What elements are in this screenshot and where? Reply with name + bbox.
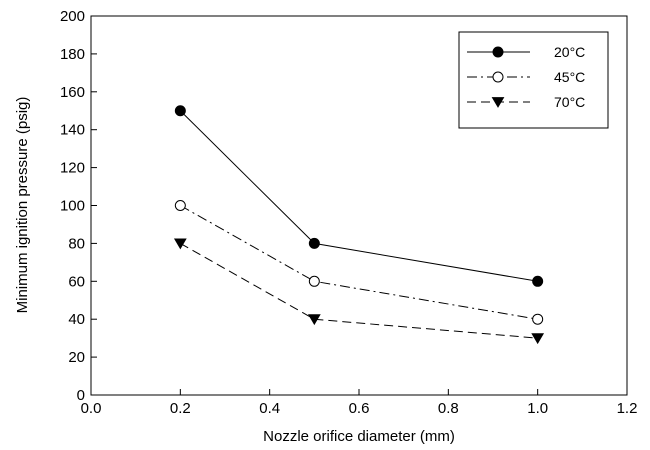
x-tick-label: 0.0 bbox=[81, 400, 102, 417]
legend-label: 20°C bbox=[554, 44, 585, 60]
series-line bbox=[180, 242, 538, 339]
y-axis: 0 20 40 60 80 100 120 140 160 180 200 bbox=[60, 8, 97, 404]
data-point bbox=[174, 200, 186, 211]
y-tick-label: 120 bbox=[60, 160, 85, 177]
legend-marker bbox=[492, 71, 504, 83]
y-tick-label: 60 bbox=[68, 273, 85, 290]
data-point bbox=[308, 275, 320, 287]
data-point bbox=[532, 313, 544, 325]
data-point bbox=[174, 105, 186, 117]
series-line bbox=[179, 110, 538, 282]
data-point bbox=[173, 238, 187, 250]
legend-item: 70°C bbox=[467, 94, 585, 110]
x-tick-label: 1.0 bbox=[527, 400, 548, 417]
legend-item: 45°C bbox=[467, 69, 585, 85]
x-tick-label: 0.4 bbox=[259, 400, 280, 417]
series-1 bbox=[174, 200, 544, 325]
y-tick-label: 0 bbox=[77, 387, 85, 404]
x-tick-label: 0.6 bbox=[349, 400, 370, 417]
series-line bbox=[180, 205, 538, 320]
legend-item: 20°C bbox=[467, 44, 585, 60]
legend-items: 20°C 45°C 70°C bbox=[467, 44, 585, 110]
series-0 bbox=[174, 105, 544, 287]
legend-box bbox=[458, 31, 609, 129]
y-tick-label: 180 bbox=[60, 46, 85, 63]
x-tick-label: 0.8 bbox=[438, 400, 459, 417]
series-layer bbox=[173, 105, 545, 345]
y-axis-title: Minimum ignition pressure (psig) bbox=[14, 97, 31, 314]
data-point bbox=[308, 237, 320, 249]
y-tick-label: 160 bbox=[60, 84, 85, 101]
y-tick-label: 200 bbox=[60, 8, 85, 25]
series-2 bbox=[173, 238, 545, 345]
data-point bbox=[307, 314, 321, 326]
y-tick-label: 40 bbox=[68, 311, 85, 328]
legend-label: 70°C bbox=[554, 94, 585, 110]
legend: 20°C 45°C 70°C bbox=[458, 31, 609, 129]
data-point bbox=[531, 333, 545, 345]
legend-marker bbox=[492, 46, 504, 58]
x-axis-title: Nozzle orifice diameter (mm) bbox=[263, 428, 455, 445]
y-tick-label: 20 bbox=[68, 349, 85, 366]
y-tick-label: 100 bbox=[60, 198, 85, 215]
x-axis: 0.0 0.2 0.4 0.6 0.8 1.0 1.2 bbox=[81, 389, 638, 417]
x-tick-label: 1.2 bbox=[617, 400, 638, 417]
legend-marker bbox=[491, 97, 505, 108]
data-point bbox=[532, 275, 544, 287]
y-tick-label: 80 bbox=[68, 235, 85, 252]
y-tick-label: 140 bbox=[60, 122, 85, 139]
x-tick-label: 0.2 bbox=[170, 400, 191, 417]
legend-label: 45°C bbox=[554, 69, 585, 85]
